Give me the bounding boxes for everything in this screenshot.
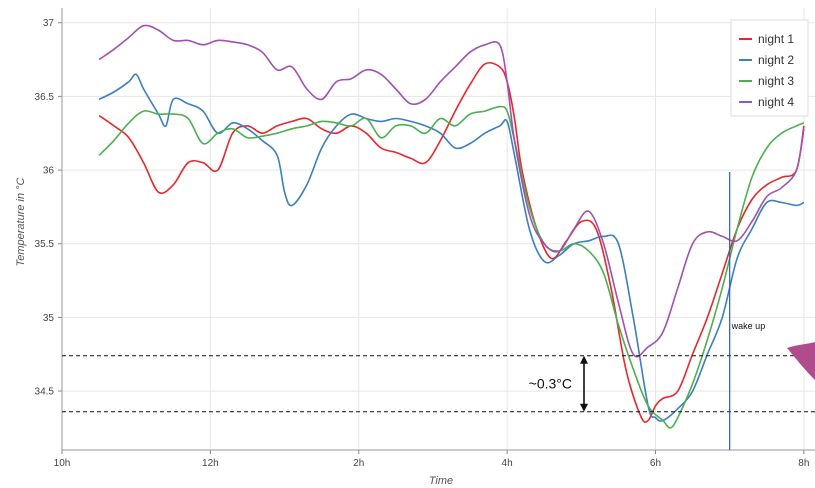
legend-label-night-4: night 4 [758, 95, 794, 109]
x-axis-title: Time [429, 475, 453, 487]
y-tick-label: 36.5 [35, 92, 55, 103]
legend-label-night-2: night 2 [758, 53, 794, 67]
legend-label-night-1: night 1 [758, 32, 794, 46]
x-tick-label: 6h [650, 458, 661, 469]
legend-label-night-3: night 3 [758, 74, 794, 88]
y-tick-labels: 34.5 35 35.5 36 36.5 37 [35, 18, 55, 397]
difference-arrow-head-up [580, 355, 588, 364]
y-tick-label: 34.5 [35, 387, 55, 398]
decorative-shape [787, 342, 815, 380]
x-tick-label: 2h [353, 458, 364, 469]
x-tick-labels: 10h 12h 2h 4h 6h 8h [54, 458, 810, 469]
annotations: ~0.3°C wake up [62, 172, 815, 450]
axes [58, 8, 815, 454]
series-lines [98, 24, 805, 429]
y-tick-label: 35.5 [35, 239, 55, 250]
x-tick-label: 10h [54, 458, 71, 469]
legend-box [730, 19, 809, 117]
series-line-night-3 [98, 105, 805, 429]
legend: night 1 night 2 night 3 night 4 [730, 19, 809, 117]
y-tick-label: 36 [43, 166, 55, 177]
series-line-night-1 [98, 61, 805, 423]
difference-label: ~0.3°C [529, 376, 572, 392]
x-tick-label: 4h [502, 458, 513, 469]
y-axis-title: Temperature in °C [15, 177, 27, 266]
series-line-night-2 [98, 73, 805, 422]
x-tick-label: 12h [202, 458, 219, 469]
y-tick-label: 35 [43, 313, 55, 324]
y-tick-label: 37 [43, 18, 55, 29]
wake-up-label: wake up [731, 321, 766, 331]
x-tick-label: 8h [798, 458, 809, 469]
series-line-night-4 [98, 24, 805, 358]
difference-arrow-head-down [580, 403, 588, 412]
